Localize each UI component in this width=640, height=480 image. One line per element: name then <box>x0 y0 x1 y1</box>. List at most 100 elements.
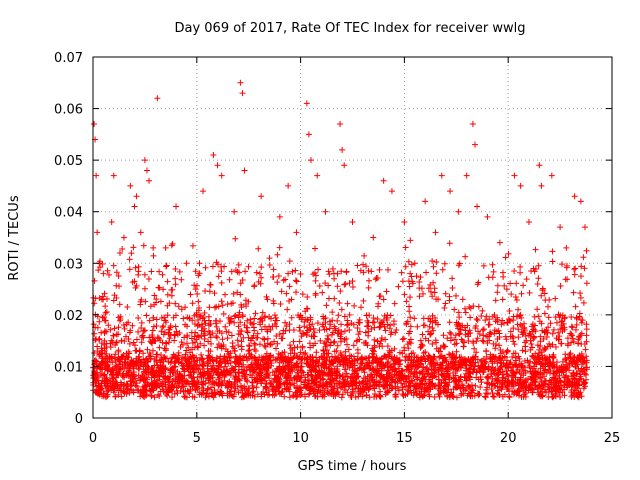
data-point <box>103 309 110 316</box>
data-point <box>296 314 303 321</box>
data-point <box>337 350 344 357</box>
data-point <box>163 263 170 270</box>
data-point <box>285 371 292 378</box>
data-point <box>271 392 278 399</box>
data-point <box>335 312 342 319</box>
data-point <box>180 315 187 322</box>
data-point <box>520 372 527 379</box>
y-tick-label: 0.03 <box>54 257 83 272</box>
data-point <box>266 375 273 382</box>
data-point <box>334 385 341 392</box>
data-point <box>467 384 474 391</box>
data-point <box>496 342 503 349</box>
data-point <box>527 358 534 365</box>
data-point <box>256 341 263 348</box>
data-point <box>281 393 288 400</box>
data-point <box>566 378 573 385</box>
data-point <box>376 266 383 273</box>
data-point <box>581 265 588 272</box>
data-point <box>473 322 480 329</box>
data-point <box>174 331 181 338</box>
data-point <box>168 292 175 299</box>
data-point <box>257 280 264 287</box>
data-point <box>194 282 201 289</box>
data-point <box>552 391 559 398</box>
data-point <box>344 317 351 324</box>
data-point <box>201 370 208 377</box>
data-point <box>563 244 570 251</box>
data-point <box>549 248 556 255</box>
data-point <box>572 265 579 272</box>
data-point <box>221 363 228 370</box>
data-point <box>273 356 280 363</box>
data-point <box>189 346 196 353</box>
data-point <box>249 379 256 386</box>
data-point <box>441 388 448 395</box>
data-point <box>516 388 523 395</box>
data-point <box>515 392 522 399</box>
data-point <box>110 262 117 269</box>
data-point <box>403 320 410 327</box>
data-point <box>373 356 380 363</box>
data-point <box>501 391 508 398</box>
data-point <box>324 389 331 396</box>
data-point <box>407 270 414 277</box>
data-point <box>439 359 446 366</box>
data-point <box>101 380 108 387</box>
data-point <box>165 376 172 383</box>
data-point <box>157 298 164 305</box>
data-point <box>559 328 566 335</box>
data-point <box>462 309 469 316</box>
x-tick-label: 25 <box>604 431 621 446</box>
data-point <box>557 393 564 400</box>
data-point <box>334 283 341 290</box>
data-point <box>118 337 125 344</box>
data-point <box>205 357 212 364</box>
data-point <box>416 293 423 300</box>
data-point <box>582 346 589 353</box>
data-point <box>412 380 419 387</box>
data-point <box>209 392 216 399</box>
data-point <box>100 270 107 277</box>
data-point <box>580 299 587 306</box>
data-point <box>544 329 551 336</box>
data-point <box>159 271 166 278</box>
data-point <box>480 326 487 333</box>
data-point <box>578 263 585 270</box>
data-point <box>190 381 197 388</box>
data-point <box>485 363 492 370</box>
data-point <box>254 361 261 368</box>
data-point <box>430 365 437 372</box>
data-point <box>480 355 487 362</box>
data-point <box>306 321 313 328</box>
data-point <box>297 349 304 356</box>
data-point <box>494 282 501 289</box>
data-point <box>125 335 132 342</box>
data-point <box>92 357 99 364</box>
data-point <box>369 365 376 372</box>
data-point <box>375 303 382 310</box>
data-point <box>334 270 341 277</box>
data-point <box>215 381 222 388</box>
data-point <box>373 274 380 281</box>
data-point <box>193 309 200 316</box>
data-point <box>376 293 383 300</box>
data-point <box>150 367 157 374</box>
data-point <box>152 381 159 388</box>
data-point <box>286 327 293 334</box>
data-point <box>91 300 98 307</box>
data-point <box>185 359 192 366</box>
data-point <box>153 296 160 303</box>
data-point <box>156 392 163 399</box>
data-point <box>508 291 515 298</box>
data-point <box>187 362 194 369</box>
data-point <box>136 366 143 373</box>
data-point <box>189 300 196 307</box>
data-point <box>206 288 213 295</box>
data-point <box>323 357 330 364</box>
data-point <box>366 385 373 392</box>
data-point <box>303 360 310 367</box>
data-point <box>118 393 125 400</box>
data-point <box>473 316 480 323</box>
data-point <box>488 367 495 374</box>
